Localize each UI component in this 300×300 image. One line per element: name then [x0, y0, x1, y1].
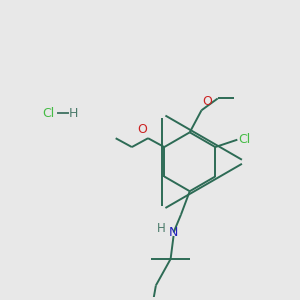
Text: N: N	[169, 226, 178, 239]
Text: Cl: Cl	[42, 107, 55, 120]
Text: H: H	[69, 107, 78, 120]
Text: H: H	[157, 222, 165, 235]
Text: Cl: Cl	[238, 133, 251, 146]
Text: O: O	[137, 123, 147, 136]
Text: O: O	[202, 95, 212, 108]
